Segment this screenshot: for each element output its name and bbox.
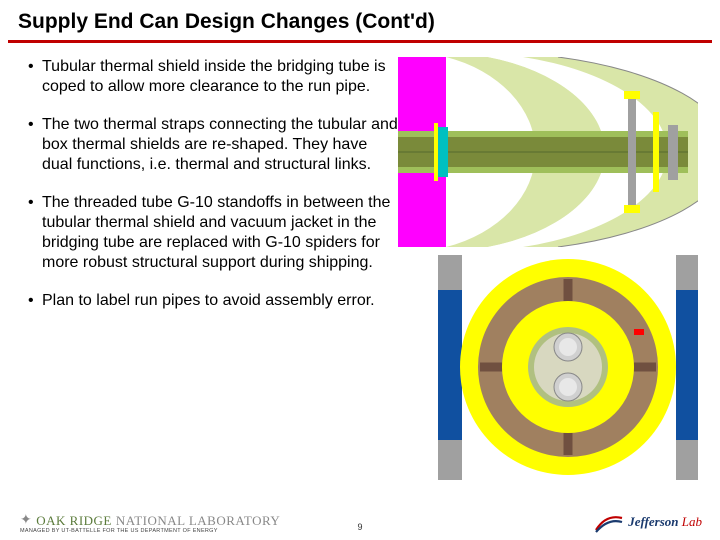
slide-title: Supply End Can Design Changes (Cont'd)	[18, 10, 702, 34]
diagram-bottom	[438, 255, 698, 480]
ornl-name-b: NATIONAL LABORATORY	[116, 514, 280, 527]
bullet-list: Tubular thermal shield inside the bridgi…	[28, 57, 398, 480]
page-number: 9	[357, 522, 362, 532]
list-item: Plan to label run pipes to avoid assembl…	[28, 291, 398, 311]
list-item: The two thermal straps connecting the tu…	[28, 115, 398, 175]
diagram-top	[398, 57, 698, 247]
list-item: Tubular thermal shield inside the bridgi…	[28, 57, 398, 97]
jlab-name-b: Lab	[682, 514, 702, 529]
ornl-name-a: OAK RIDGE	[36, 514, 112, 527]
ornl-logo: ✦ OAK RIDGE NATIONAL LABORATORY MANAGED …	[20, 514, 280, 535]
jlab-name-a: Jefferson	[628, 514, 678, 529]
ornl-sub: MANAGED BY UT-BATTELLE FOR THE US DEPART…	[20, 529, 280, 535]
list-item: The threaded tube G-10 standoffs in betw…	[28, 193, 398, 273]
jlab-logo: Jefferson Lab	[594, 512, 702, 534]
star-icon: ✦	[20, 514, 32, 528]
jlab-swoosh-icon	[594, 512, 624, 534]
